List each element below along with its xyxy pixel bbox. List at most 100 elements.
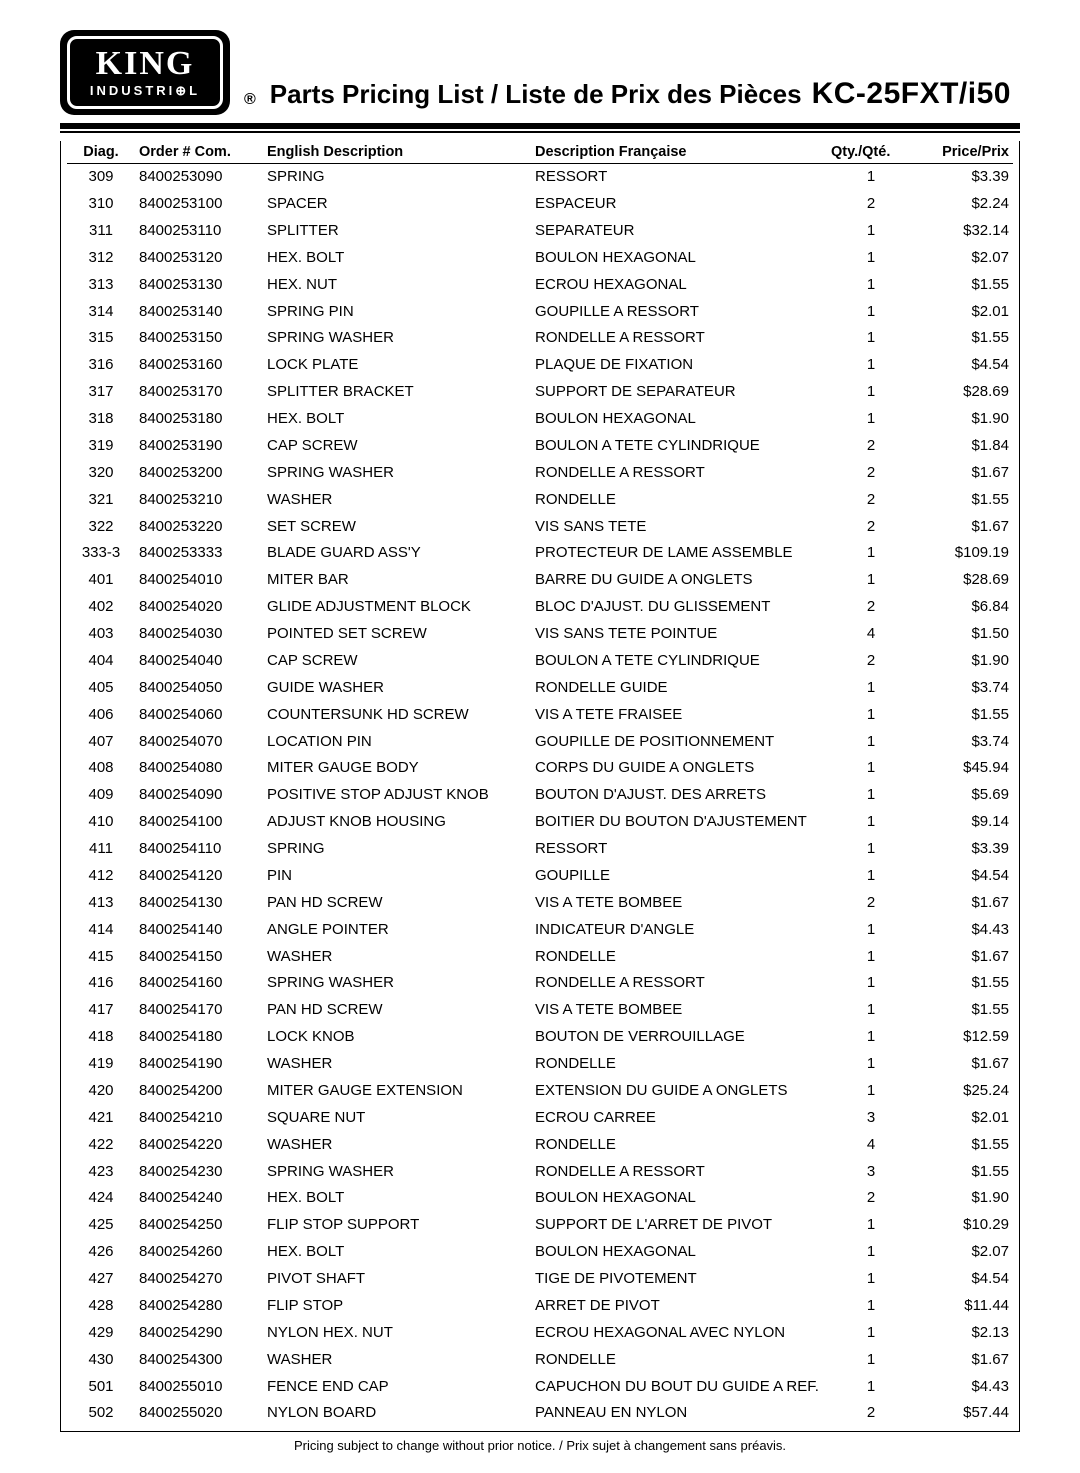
- cell-order: 8400254080: [135, 755, 263, 782]
- cell-eng: SPACER: [263, 191, 531, 218]
- cell-fr: BOULON A TETE CYLINDRIQUE: [531, 433, 827, 460]
- cell-order: 8400254040: [135, 648, 263, 675]
- table-row: 4238400254230SPRING WASHERRONDELLE A RES…: [67, 1158, 1013, 1185]
- cell-eng: HEX. BOLT: [263, 406, 531, 433]
- cell-diag: 313: [67, 272, 135, 299]
- cell-diag: 410: [67, 809, 135, 836]
- brand-logo: KING INDUSTRI⊕L: [60, 30, 230, 115]
- cell-fr: CAPUCHON DU BOUT DU GUIDE A REF.: [531, 1373, 827, 1400]
- cell-price: $25.24: [915, 1078, 1013, 1105]
- table-row: 4168400254160SPRING WASHERRONDELLE A RES…: [67, 970, 1013, 997]
- cell-qty: 1: [827, 325, 915, 352]
- cell-qty: 3: [827, 1105, 915, 1132]
- cell-eng: LOCATION PIN: [263, 728, 531, 755]
- table-row: 3128400253120HEX. BOLTBOULON HEXAGONAL1$…: [67, 245, 1013, 272]
- cell-price: $109.19: [915, 540, 1013, 567]
- cell-price: $1.55: [915, 272, 1013, 299]
- cell-qty: 1: [827, 406, 915, 433]
- cell-qty: 2: [827, 1400, 915, 1427]
- cell-diag: 403: [67, 621, 135, 648]
- cell-qty: 2: [827, 1185, 915, 1212]
- cell-fr: GOUPILLE A RESSORT: [531, 298, 827, 325]
- table-row: 3228400253220SET SCREWVIS SANS TETE2$1.6…: [67, 513, 1013, 540]
- cell-qty: 2: [827, 191, 915, 218]
- cell-eng: COUNTERSUNK HD SCREW: [263, 702, 531, 729]
- cell-fr: BOULON A TETE CYLINDRIQUE: [531, 648, 827, 675]
- cell-qty: 1: [827, 943, 915, 970]
- cell-fr: ECROU CARREE: [531, 1105, 827, 1132]
- cell-diag: 402: [67, 594, 135, 621]
- cell-diag: 422: [67, 1132, 135, 1159]
- table-row: 3178400253170SPLITTER BRACKETSUPPORT DE …: [67, 379, 1013, 406]
- cell-qty: 1: [827, 863, 915, 890]
- cell-eng: GUIDE WASHER: [263, 675, 531, 702]
- cell-diag: 411: [67, 836, 135, 863]
- cell-eng: MITER GAUGE BODY: [263, 755, 531, 782]
- page-title: Parts Pricing List / Liste de Prix des P…: [270, 79, 802, 110]
- cell-qty: 1: [827, 1347, 915, 1374]
- table-row: 3168400253160LOCK PLATEPLAQUE DE FIXATIO…: [67, 352, 1013, 379]
- logo-line1: KING: [96, 47, 195, 81]
- cell-fr: RONDELLE A RESSORT: [531, 325, 827, 352]
- cell-qty: 2: [827, 594, 915, 621]
- cell-diag: 417: [67, 997, 135, 1024]
- cell-fr: ECROU HEXAGONAL: [531, 272, 827, 299]
- logo-line2: INDUSTRI⊕L: [90, 83, 200, 99]
- cell-price: $4.43: [915, 1373, 1013, 1400]
- cell-diag: 309: [67, 164, 135, 191]
- cell-order: 8400253110: [135, 218, 263, 245]
- cell-order: 8400254160: [135, 970, 263, 997]
- cell-eng: GLIDE ADJUSTMENT BLOCK: [263, 594, 531, 621]
- cell-price: $57.44: [915, 1400, 1013, 1427]
- cell-fr: RONDELLE: [531, 1347, 827, 1374]
- cell-fr: CORPS DU GUIDE A ONGLETS: [531, 755, 827, 782]
- cell-qty: 3: [827, 1158, 915, 1185]
- cell-qty: 1: [827, 218, 915, 245]
- cell-qty: 1: [827, 836, 915, 863]
- cell-price: $3.39: [915, 836, 1013, 863]
- cell-order: 8400254030: [135, 621, 263, 648]
- cell-qty: 4: [827, 1132, 915, 1159]
- cell-diag: 427: [67, 1266, 135, 1293]
- cell-price: $12.59: [915, 1024, 1013, 1051]
- cell-eng: LOCK KNOB: [263, 1024, 531, 1051]
- cell-order: 8400253140: [135, 298, 263, 325]
- cell-eng: SPRING: [263, 164, 531, 191]
- cell-qty: 2: [827, 513, 915, 540]
- cell-qty: 1: [827, 970, 915, 997]
- cell-qty: 1: [827, 997, 915, 1024]
- cell-diag: 425: [67, 1212, 135, 1239]
- cell-qty: 1: [827, 728, 915, 755]
- cell-diag: 414: [67, 917, 135, 944]
- cell-eng: PIN: [263, 863, 531, 890]
- table-row: 4308400254300WASHERRONDELLE1$1.67: [67, 1347, 1013, 1374]
- cell-diag: 501: [67, 1373, 135, 1400]
- cell-eng: PAN HD SCREW: [263, 890, 531, 917]
- cell-price: $2.24: [915, 191, 1013, 218]
- cell-eng: MITER GAUGE EXTENSION: [263, 1078, 531, 1105]
- cell-eng: WASHER: [263, 943, 531, 970]
- cell-eng: SPRING WASHER: [263, 460, 531, 487]
- cell-diag: 421: [67, 1105, 135, 1132]
- cell-qty: 1: [827, 755, 915, 782]
- table-row: 5018400255010FENCE END CAPCAPUCHON DU BO…: [67, 1373, 1013, 1400]
- cell-price: $9.14: [915, 809, 1013, 836]
- cell-price: $4.54: [915, 1266, 1013, 1293]
- cell-eng: WASHER: [263, 1051, 531, 1078]
- cell-fr: RONDELLE A RESSORT: [531, 1158, 827, 1185]
- cell-order: 8400253200: [135, 460, 263, 487]
- table-row: 3118400253110SPLITTERSEPARATEUR1$32.14: [67, 218, 1013, 245]
- table-row: 4278400254270PIVOT SHAFTTIGE DE PIVOTEME…: [67, 1266, 1013, 1293]
- cell-qty: 2: [827, 433, 915, 460]
- cell-diag: 418: [67, 1024, 135, 1051]
- cell-diag: 320: [67, 460, 135, 487]
- cell-order: 8400253220: [135, 513, 263, 540]
- cell-order: 8400254110: [135, 836, 263, 863]
- cell-price: $2.01: [915, 298, 1013, 325]
- cell-fr: BOULON HEXAGONAL: [531, 1239, 827, 1266]
- table-row: 4068400254060COUNTERSUNK HD SCREWVIS A T…: [67, 702, 1013, 729]
- cell-diag: 429: [67, 1320, 135, 1347]
- cell-price: $2.01: [915, 1105, 1013, 1132]
- cell-price: $1.55: [915, 1158, 1013, 1185]
- cell-qty: 1: [827, 917, 915, 944]
